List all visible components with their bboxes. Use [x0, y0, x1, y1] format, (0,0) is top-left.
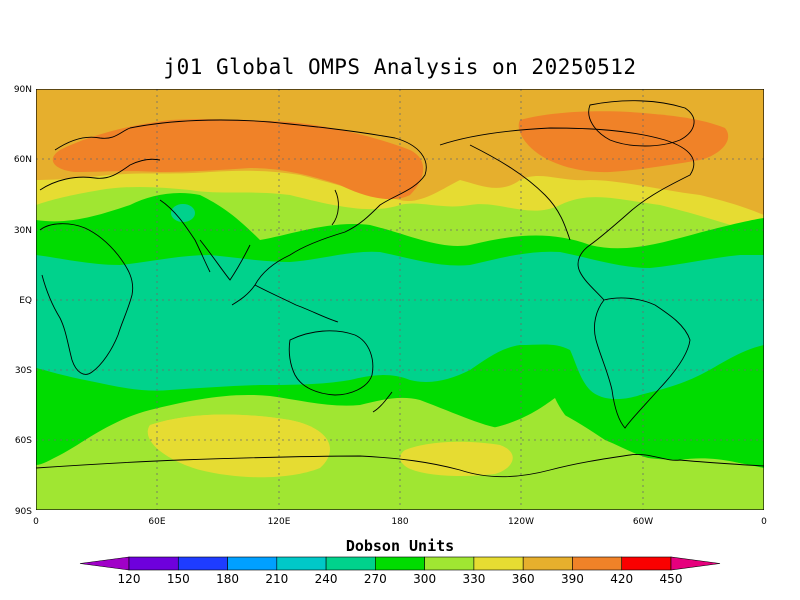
- colorbar-tick-label: 300: [413, 572, 436, 586]
- colorbar-tick-label: 390: [561, 572, 584, 586]
- lat-label: 60S: [15, 436, 32, 446]
- band-420-450-north-1: [52, 119, 424, 200]
- colorbar-tick-label: 150: [167, 572, 190, 586]
- lon-label: 0: [761, 517, 767, 527]
- colorbar-swatch: [621, 556, 672, 571]
- lon-label: 60W: [633, 517, 653, 527]
- lat-label: 90N: [14, 85, 32, 95]
- lon-label: 120W: [508, 517, 534, 527]
- colorbar-tick-label: 120: [118, 572, 141, 586]
- colorbar-swatch: [424, 556, 475, 571]
- band-420-450-north-2: [518, 111, 729, 173]
- lat-label: 30S: [15, 366, 32, 376]
- colorbar-tick-label: 360: [512, 572, 535, 586]
- colorbar-swatch: [572, 556, 623, 571]
- chart-title: j01 Global OMPS Analysis on 20250512: [163, 55, 637, 79]
- lat-axis: 90N 60N 30N EQ 30S 60S 90S: [14, 85, 32, 517]
- colorbar-swatches: [79, 556, 721, 571]
- lat-label: EQ: [19, 296, 32, 306]
- graticule: [36, 89, 764, 510]
- colorbar-swatch: [325, 556, 376, 571]
- colorbar-ticks: 120 150 180 210 240 270 300 330 360 390 420 450: [118, 572, 683, 586]
- colorbar-swatch: [473, 556, 524, 571]
- colorbar-min-arrow: [79, 556, 130, 571]
- colorbar-tick-label: 180: [216, 572, 239, 586]
- lon-axis: 0 60E 120E 180 120W 60W 0: [33, 517, 767, 527]
- colorbar-tick-label: 450: [660, 572, 683, 586]
- ozone-field: [36, 89, 764, 510]
- band-330-360-south: [36, 398, 764, 510]
- colorbar-swatch: [128, 556, 179, 571]
- lon-label: 120E: [268, 517, 291, 527]
- colorbar-swatch: [227, 556, 278, 571]
- colorbar-tick-label: 420: [610, 572, 633, 586]
- lat-label: 60N: [14, 155, 32, 165]
- lat-label: 90S: [15, 507, 32, 517]
- coastlines: [36, 100, 764, 478]
- lon-label: 60E: [148, 517, 165, 527]
- colorbar-tick-label: 330: [462, 572, 485, 586]
- lon-label: 180: [391, 517, 408, 527]
- colorbar-swatch: [522, 556, 573, 571]
- colorbar-swatch: [276, 556, 327, 571]
- colorbar-swatch: [375, 556, 425, 571]
- band-270-300: [36, 251, 764, 400]
- colorbar-tick-label: 210: [265, 572, 288, 586]
- lat-label: 30N: [14, 226, 32, 236]
- colorbar-tick-label: 240: [315, 572, 338, 586]
- colorbar-swatch: [177, 556, 228, 571]
- lon-label: 0: [33, 517, 39, 527]
- colorbar-max-arrow: [670, 556, 721, 571]
- colorbar-tick-label: 270: [364, 572, 387, 586]
- colorbar-units-label: Dobson Units: [345, 537, 455, 555]
